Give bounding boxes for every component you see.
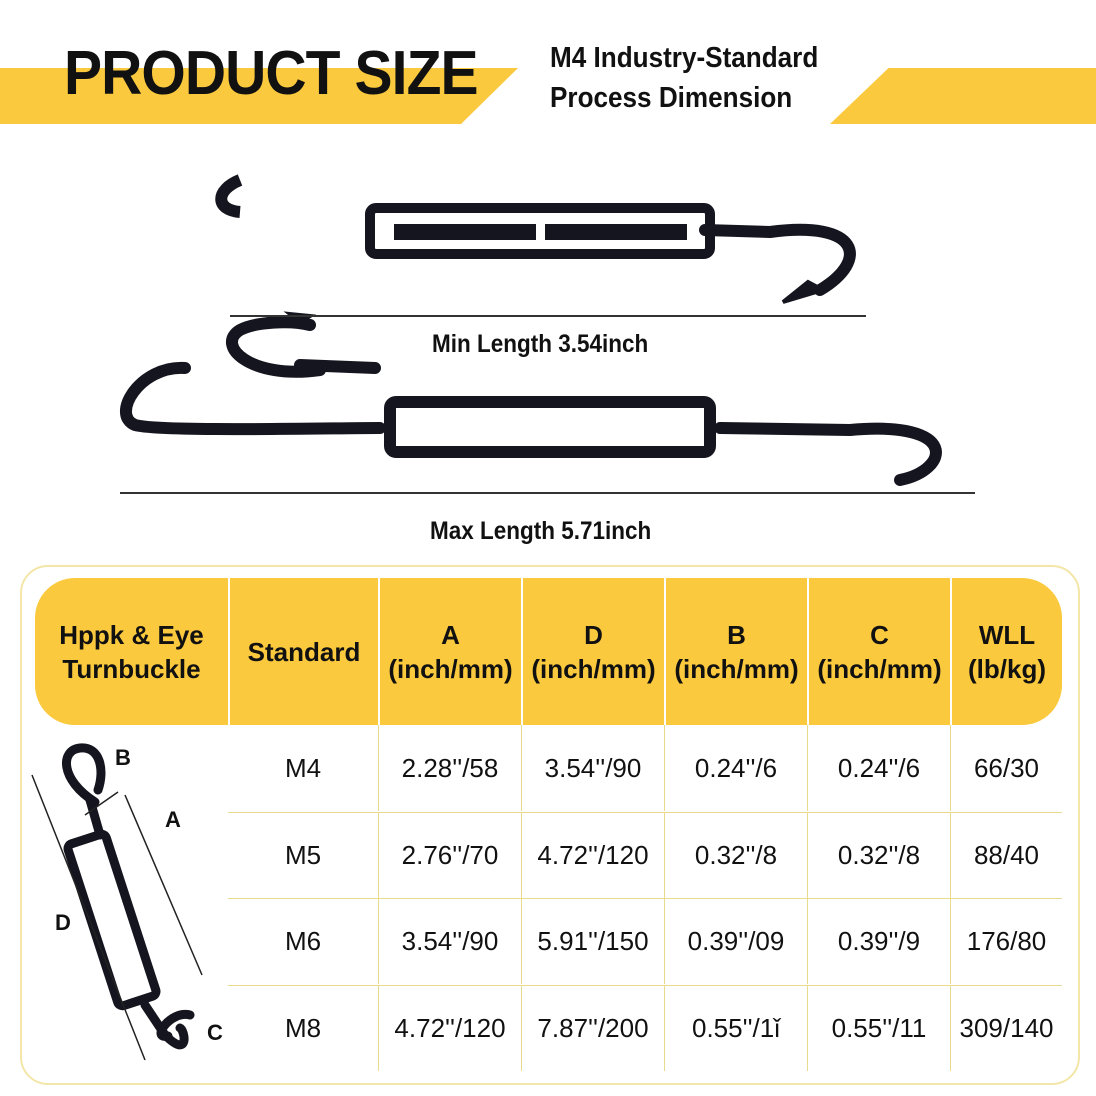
max-length-label: Max Length 5.71inch	[430, 517, 652, 545]
header-b: B (inch/mm)	[664, 578, 807, 725]
subtitle-band	[830, 68, 1096, 124]
table-cell: 309/140	[950, 984, 1062, 1071]
table-cell: 7.87''/200	[521, 984, 664, 1071]
table-cell: 4.72''/120	[521, 811, 664, 898]
table-cell: 88/40	[950, 811, 1062, 898]
table-cell: M6	[228, 898, 378, 984]
table-cell: M5	[228, 811, 378, 898]
subtitle-line-1: M4 Industry-Standard	[550, 42, 819, 74]
title-band	[0, 68, 518, 124]
table-cell: 4.72''/120	[378, 984, 521, 1071]
dimension-diagram	[31, 743, 203, 1061]
table-cell: 0.32''/8	[664, 811, 807, 898]
page-title: PRODUCT SIZE	[64, 39, 479, 108]
label-d: D	[55, 910, 71, 935]
table-cell: 0.24''/6	[807, 725, 950, 811]
table-cell: 176/80	[950, 898, 1062, 984]
table-cell: M4	[284, 752, 322, 783]
header-standard: Standard	[228, 578, 378, 725]
table-cell: M8	[228, 984, 378, 1071]
turnbuckle-illustrations	[119, 174, 975, 494]
table-cell: 3.54''/90	[521, 725, 664, 811]
table-cell: 0.39''/9	[807, 898, 950, 984]
header-a: A (inch/mm)	[378, 578, 521, 725]
table-cell: 66/30	[950, 725, 1062, 811]
label-b: B	[115, 745, 131, 770]
subtitle-line-2: Process Dimension	[550, 82, 793, 114]
min-length-turnbuckle	[226, 203, 856, 378]
header-wll: WLL (lb/kg)	[950, 578, 1062, 725]
table-cell: 0.39''/09	[664, 898, 807, 984]
table-cell: 0.24''/6	[664, 725, 807, 811]
label-a: A	[165, 807, 181, 832]
table-cell: 0.55''/1ǐ	[664, 984, 807, 1071]
header-product: Hppk & Eye Turnbuckle	[59, 619, 204, 684]
table-cell: 2.28''/58	[378, 725, 521, 811]
label-c: C	[207, 1020, 223, 1045]
table-cell: 2.76''/70	[378, 811, 521, 898]
table-cell: 5.91''/150	[521, 898, 664, 984]
max-length-turnbuckle	[119, 361, 942, 486]
subtitle: M4 Industry-Standard Process Dimension	[550, 38, 818, 118]
table-cell: 0.55''/11	[807, 984, 950, 1071]
table-header	[35, 578, 1062, 725]
table-cell: 3.54''/90	[378, 898, 521, 984]
table-cell: 0.32''/8	[807, 811, 950, 898]
min-length-label: Min Length 3.54inch	[432, 330, 649, 358]
spec-table-frame	[20, 565, 1080, 1085]
header-d: D (inch/mm)	[521, 578, 664, 725]
header-c: C (inch/mm)	[807, 578, 950, 725]
